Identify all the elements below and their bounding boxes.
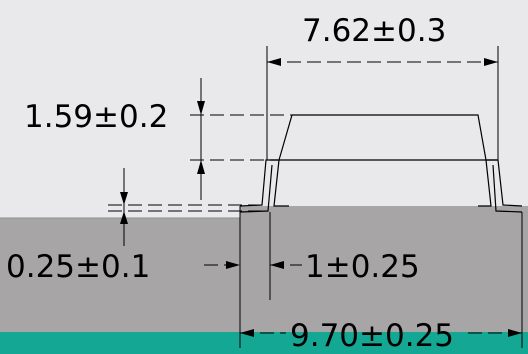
- overall-width-label: 9.70±0.25: [290, 318, 454, 354]
- component-body: [270, 114, 497, 207]
- right-lead: [487, 159, 523, 213]
- lead-length-dimension: [204, 206, 302, 300]
- body-width-label: 7.62±0.3: [302, 13, 446, 49]
- standoff-label: 0.25±0.1: [6, 249, 150, 285]
- body-height-label: 1.59±0.2: [24, 99, 168, 135]
- lead-length-label: 1±0.25: [305, 249, 420, 285]
- standoff-dimension: [108, 168, 268, 246]
- overall-width-dimension: [239, 212, 523, 348]
- pcb-board: [0, 206, 528, 354]
- teal-strip: [0, 332, 528, 354]
- body-width-dimension: [266, 46, 499, 160]
- body-height-dimension: [190, 78, 292, 200]
